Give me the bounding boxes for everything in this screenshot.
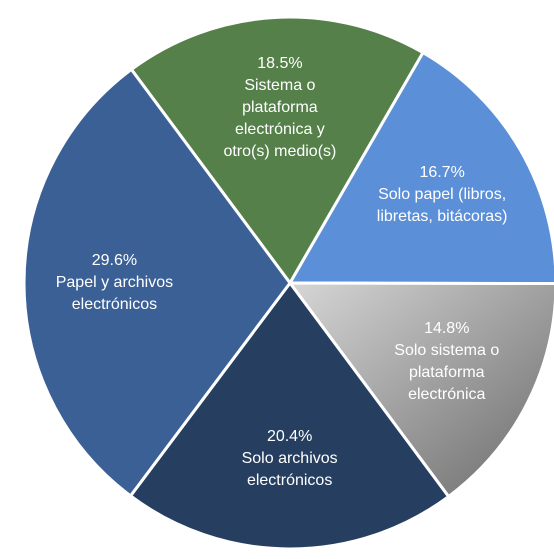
pie-slice [128,280,451,551]
category-label: Papel y archivos electrónicos [55,273,174,313]
label-box: 29.6% Papel y archivos electrónicos [34,218,194,348]
category-label: Solo sistema o plataforma electrónica [394,342,500,404]
slice-label: 18.5% Sistema o plataforma electrónica y … [200,43,360,173]
pie-slice [22,67,292,498]
slice-label: 14.8% Solo sistema o plataforma electróni… [367,297,527,427]
category-label: Solo archivos electrónicos [241,449,338,489]
label-box: 18.5% Sistema o plataforma electrónica y … [200,43,360,173]
value-label: 18.5% [257,54,303,72]
pie-slice [129,15,426,286]
value-label: 14.8% [424,320,470,338]
slice-label: 29.6% Papel y archivos electrónicos [34,218,194,348]
value-label: 20.4% [266,427,313,445]
slice-label: 16.7% Solo papel (libros, libretas, bitác… [362,130,522,260]
value-label: 16.7% [419,164,465,182]
pie-slice [287,50,554,286]
label-box: 20.4% Solo archivos electrónicos [210,394,370,524]
label-box: 16.7% Solo papel (libros, libretas, bitác… [362,130,522,260]
label-box: 14.8% Solo sistema o plataforma electróni… [367,297,527,427]
category-label: Solo papel (libros, libretas, bitácoras) [376,186,508,226]
slice-label: 20.4% Solo archivos electrónicos [210,394,370,524]
value-label: 29.6% [91,251,138,269]
pie-slice [287,281,554,499]
category-label: Sistema o plataforma electrónica y otro(… [223,76,337,160]
